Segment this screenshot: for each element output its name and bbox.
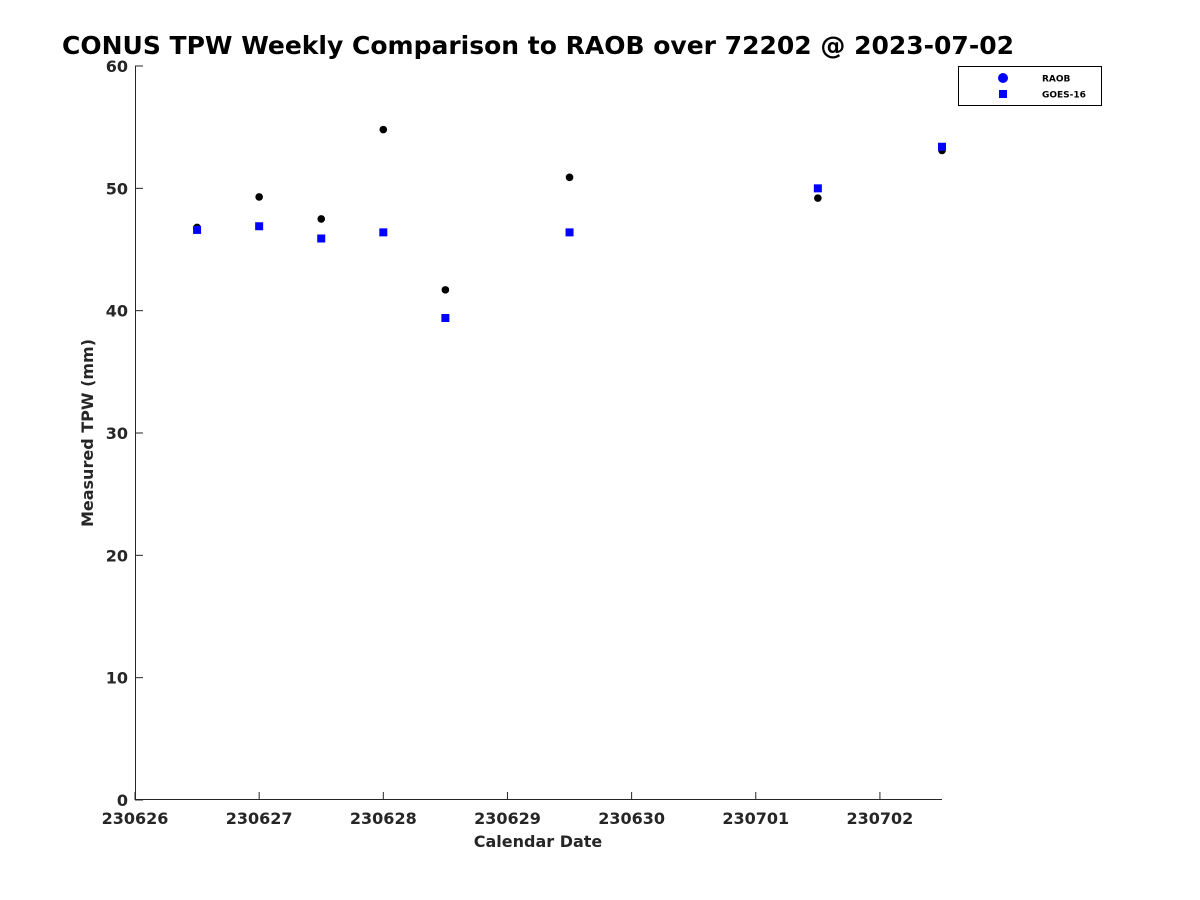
data-point-raob: [379, 125, 388, 134]
y-tick-label: 10: [106, 669, 128, 688]
plot-area: [135, 66, 942, 800]
x-tick-label: 230629: [474, 809, 541, 828]
series-raob: [193, 125, 946, 294]
x-axis-ticks: 230626 230627 230628 230629 230630 230701 2307…: [102, 792, 914, 828]
y-axis-ticks: 0 10 20 30 40 50 60: [106, 57, 143, 810]
data-point-raob: [565, 173, 574, 182]
data-point-goes16: [317, 234, 326, 243]
y-tick-label: 0: [117, 791, 128, 810]
series-goes-16: [193, 142, 946, 323]
data-point-goes16: [938, 142, 946, 151]
y-axis-label: Measured TPW (mm): [78, 339, 97, 527]
x-tick-label: 230701: [722, 809, 789, 828]
data-point-goes16: [379, 228, 388, 237]
data-point-goes16: [255, 222, 264, 231]
legend-marker-square-icon: [999, 90, 1007, 98]
x-tick-label: 230627: [226, 809, 293, 828]
data-point-goes16: [441, 314, 450, 323]
y-tick-label: 20: [106, 546, 128, 565]
chart-title: CONUS TPW Weekly Comparison to RAOB over…: [62, 31, 1014, 60]
y-tick-label: 40: [106, 302, 128, 321]
data-series: [193, 125, 946, 323]
data-point-goes16: [193, 225, 202, 234]
legend-label: GOES-16: [1042, 91, 1086, 101]
data-point-goes16: [565, 228, 574, 237]
data-point-raob: [441, 286, 450, 294]
x-tick-label: 230628: [350, 809, 417, 828]
y-tick-label: 60: [106, 57, 128, 76]
x-axis-label: Calendar Date: [474, 832, 603, 851]
y-tick-label: 30: [106, 424, 128, 443]
data-point-raob: [814, 194, 822, 202]
legend: RAOB GOES-16: [958, 66, 1102, 106]
data-point-raob: [255, 193, 263, 201]
legend-box: [958, 66, 1102, 106]
x-tick-label: 230702: [847, 809, 914, 828]
y-tick-label: 50: [106, 179, 128, 198]
data-point-goes16: [813, 184, 822, 193]
data-point-raob: [317, 215, 326, 223]
x-tick-label: 230626: [102, 809, 169, 828]
legend-label: RAOB: [1042, 75, 1071, 85]
x-tick-label: 230630: [598, 809, 665, 828]
legend-marker-circle-icon: [998, 73, 1008, 83]
